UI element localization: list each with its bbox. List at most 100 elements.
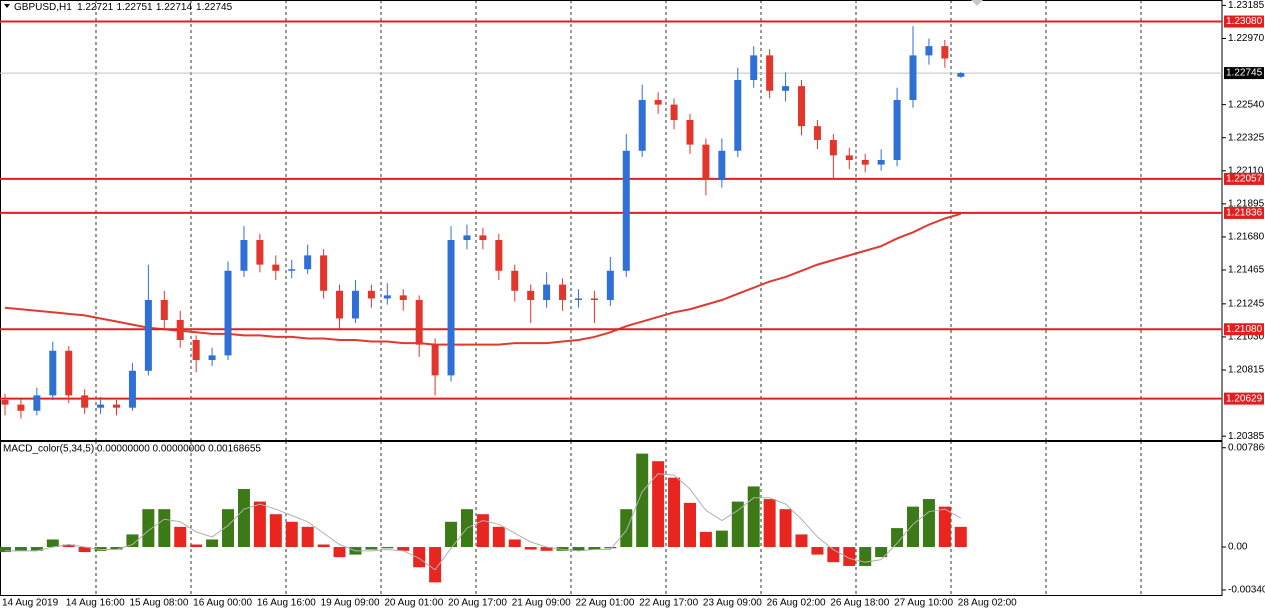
macd-bar — [46, 539, 59, 548]
candle-body — [574, 298, 582, 300]
macd-bar — [938, 506, 951, 548]
x-tick-label: 16 Aug 00:00 — [193, 598, 252, 609]
macd-signal — [5, 473, 962, 571]
candle-body — [750, 55, 758, 80]
candle-body — [941, 46, 949, 59]
candle-body — [527, 290, 535, 300]
level-label: 1.23080 — [1226, 16, 1263, 27]
y-tick-label: 1.20385 — [1228, 431, 1265, 442]
macd-bar — [954, 526, 967, 548]
candle-body — [606, 270, 614, 300]
candle-body — [272, 264, 280, 271]
candle-body — [845, 155, 853, 160]
macd-bar — [62, 544, 75, 548]
y-tick-label: 1.22540 — [1228, 99, 1265, 110]
candle-body — [415, 300, 423, 345]
x-tick-label: 26 Aug 02:00 — [767, 598, 826, 609]
candle-body — [893, 100, 901, 160]
macd-bar — [476, 514, 489, 548]
candle-body — [320, 255, 328, 291]
macd-bar — [445, 521, 458, 548]
y-tick-label: 1.21245 — [1228, 298, 1265, 309]
level-label: 1.20629 — [1226, 393, 1263, 404]
level-label: 1.21080 — [1226, 324, 1263, 335]
candle-body — [49, 350, 57, 396]
macd-bar — [699, 531, 712, 548]
level-label: 1.22057 — [1226, 174, 1263, 185]
x-tick-label: 16 Aug 16:00 — [257, 598, 316, 609]
macd-bar — [556, 547, 569, 551]
macd-bar — [795, 534, 808, 548]
candle-body — [144, 300, 152, 371]
candle-body — [383, 295, 391, 299]
macd-bar — [333, 547, 346, 558]
x-tick-label: 14 Aug 16:00 — [66, 598, 125, 609]
candle-body — [495, 240, 503, 271]
candle-body — [957, 73, 965, 77]
candle-body — [33, 395, 41, 411]
candle-body — [622, 150, 630, 271]
candle-body — [463, 235, 471, 240]
y-tick-label: 1.21895 — [1228, 198, 1265, 209]
candle-body — [208, 355, 216, 360]
macd-bar — [588, 547, 601, 550]
macd-bar — [604, 547, 617, 549]
symbol: GBPUSD,H1 — [14, 2, 72, 13]
y-tick-label: 1.23185 — [1228, 0, 1265, 11]
candle-body — [925, 46, 933, 56]
x-tick-label: 20 Aug 01:00 — [384, 598, 443, 609]
macd-bar — [843, 547, 856, 566]
candle-body — [128, 370, 136, 408]
open-price: 1.22721 — [77, 2, 114, 13]
candle-body — [240, 240, 248, 271]
candle-body — [256, 240, 264, 265]
candle-body — [399, 295, 407, 300]
macd-bar — [715, 530, 728, 548]
macd-bar — [492, 526, 505, 548]
x-tick-label: 22 Aug 01:00 — [575, 598, 634, 609]
macd-bar — [253, 501, 266, 548]
macd-bar — [365, 547, 378, 550]
chart-header: GBPUSD,H1 1.22721 1.22751 1.22714 1.22745 — [14, 2, 233, 13]
candle-body — [65, 350, 73, 396]
x-tick-label: 14 Aug 2019 — [2, 598, 59, 609]
candle-body — [813, 126, 821, 140]
candle-body — [224, 270, 232, 356]
candle-body — [654, 100, 662, 105]
candle-body — [543, 284, 551, 300]
macd-bar — [94, 547, 107, 551]
x-tick-label: 15 Aug 08:00 — [129, 598, 188, 609]
macd-bar — [572, 547, 585, 551]
scroll-marker[interactable] — [971, 0, 983, 6]
macd-bar — [907, 506, 920, 548]
macd-bar — [222, 509, 235, 548]
y-tick-label: 1.22325 — [1228, 132, 1265, 143]
macd-bar — [30, 547, 43, 551]
candle-body — [702, 144, 710, 180]
symbol-menu-icon[interactable] — [4, 4, 10, 8]
macd-bar — [0, 547, 11, 553]
y-tick-label: 1.22970 — [1228, 33, 1265, 44]
macd-bar — [540, 547, 553, 551]
candle-body — [447, 240, 455, 376]
macd-bar — [142, 509, 155, 548]
x-tick-label: 21 Aug 09:00 — [512, 598, 571, 609]
current-price-label: 1.22745 — [1226, 68, 1263, 79]
macd-bar — [190, 544, 203, 548]
candle-body — [638, 100, 646, 151]
candle-body — [97, 404, 105, 408]
candle-body — [160, 300, 168, 320]
x-tick-label: 28 Aug 02:00 — [958, 598, 1017, 609]
macd-bar — [683, 502, 696, 548]
x-tick-label: 23 Aug 09:00 — [703, 598, 762, 609]
level-label-box — [1224, 392, 1264, 405]
macd-bar — [78, 547, 91, 553]
macd-bar — [285, 521, 298, 548]
close-price: 1.22745 — [196, 2, 233, 13]
macd-bar — [524, 547, 537, 550]
x-tick-label: 27 Aug 10:00 — [894, 598, 953, 609]
x-tick-label: 26 Aug 18:00 — [830, 598, 889, 609]
y-tick-label: 1.21680 — [1228, 232, 1265, 243]
macd-bar — [269, 514, 282, 548]
